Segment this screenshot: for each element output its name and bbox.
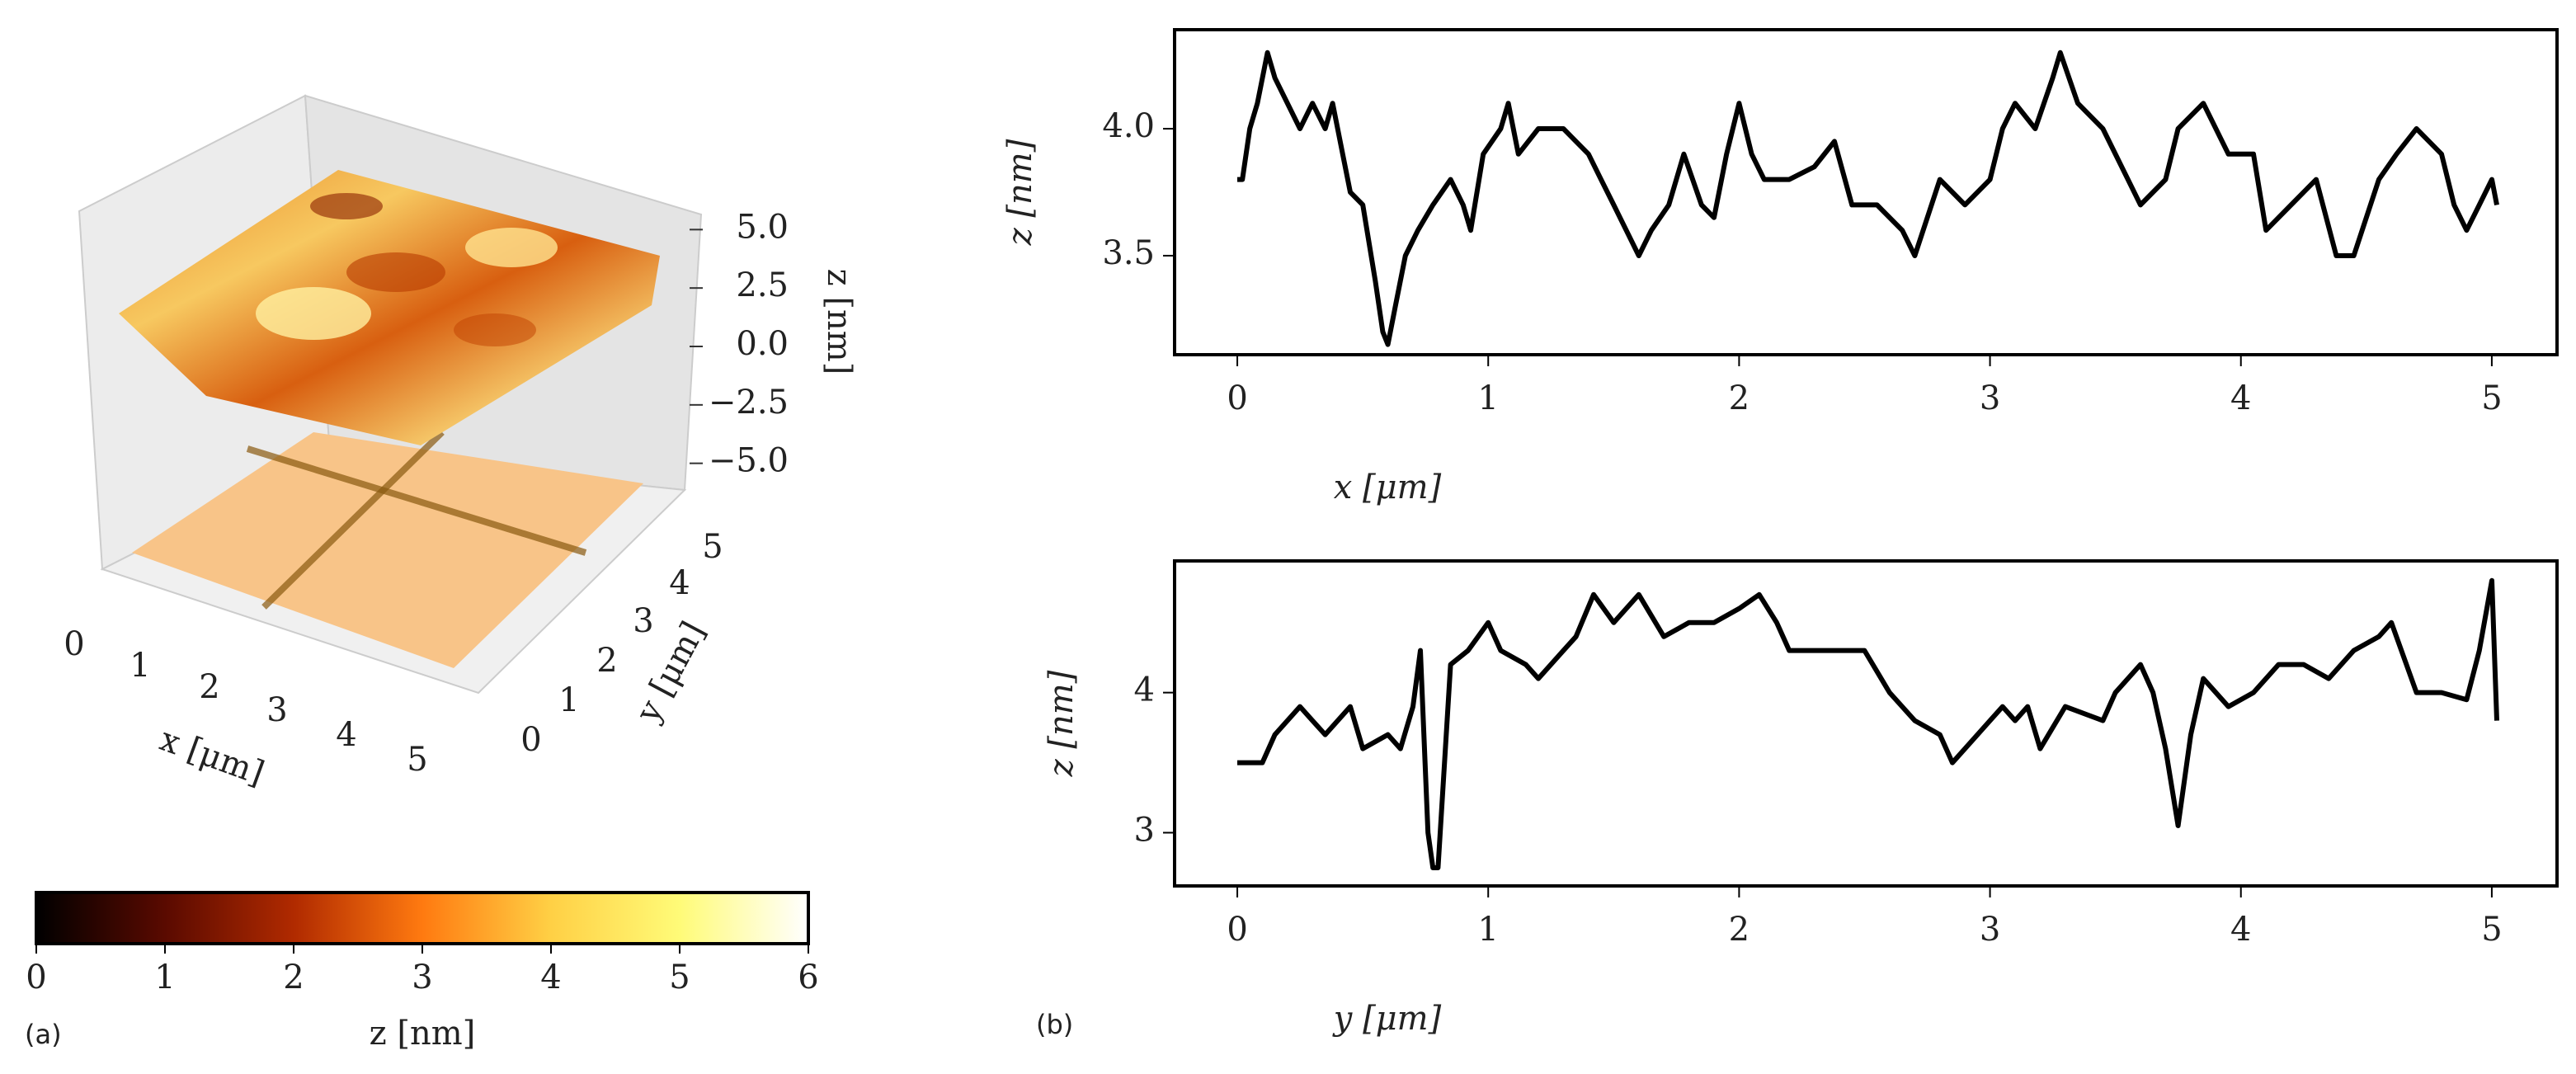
x-axis-label: x [μm] <box>155 720 269 793</box>
z-axis-label: z [nm] <box>820 269 858 375</box>
y-tick-label: 4.0 <box>1102 107 1155 145</box>
plot-frame <box>1173 28 2559 356</box>
surface-patch <box>346 252 445 292</box>
z-tick-label: −5.0 <box>709 442 789 480</box>
x-axis-label: y [μm] <box>1332 1000 1442 1038</box>
surface-patch <box>310 193 383 219</box>
y-tick-label: 4 <box>669 564 690 602</box>
panel-label: (a) <box>25 1019 62 1050</box>
z-tick-label: 0.0 <box>736 325 789 363</box>
x-tick-label: 1 <box>154 959 175 996</box>
y-tick-label: 1 <box>558 681 579 719</box>
x-tick-label: 4 <box>540 959 561 996</box>
x-tick-label: 2 <box>283 959 304 996</box>
y-tick-label: 4 <box>1134 671 1155 709</box>
y-tick-label: 5 <box>702 528 723 566</box>
x-tick-label: 5 <box>407 741 427 779</box>
colorbar <box>35 891 810 945</box>
projection-line <box>246 445 587 556</box>
panel-label: (b) <box>1036 1009 1073 1040</box>
x-tick-label: 3 <box>1980 911 2000 949</box>
x-tick-label: 5 <box>2481 379 2502 417</box>
x-tick-label: 3 <box>412 959 432 996</box>
x-tick-label: 4 <box>2230 379 2251 417</box>
y-tick-label: 3.5 <box>1102 234 1155 272</box>
surface-patch <box>454 313 536 346</box>
x-tick-label: 1 <box>1477 379 1498 417</box>
x-tick-label: 0 <box>1227 911 1247 949</box>
y-axis-label: z [nm] <box>1043 670 1081 777</box>
x-tick-label: 4 <box>2230 911 2251 949</box>
x-axis-label: z [nm] <box>370 1015 476 1053</box>
x-tick-label: 4 <box>336 716 356 754</box>
x-axis-label: x [μm] <box>1334 469 1442 506</box>
axes-3d <box>78 94 703 695</box>
line <box>1237 49 2499 347</box>
x-tick-label: 5 <box>2481 911 2502 949</box>
x-tick-label: 5 <box>669 959 690 996</box>
projection <box>132 432 643 668</box>
surface-patch <box>256 287 371 340</box>
plot-frame <box>1173 559 2559 888</box>
projection-line <box>261 430 445 610</box>
y-axis-label: z [nm] <box>1001 139 1039 246</box>
x-tick-label: 6 <box>798 959 818 996</box>
line <box>1237 577 2499 870</box>
x-tick-label: 1 <box>1477 911 1498 949</box>
x-tick-label: 1 <box>130 647 150 685</box>
x-tick-label: 0 <box>64 625 84 663</box>
x-tick-label: 3 <box>266 691 287 729</box>
y-tick-label: 2 <box>596 642 617 680</box>
y-tick-label: 3 <box>633 602 653 640</box>
x-tick-label: 0 <box>1227 379 1247 417</box>
z-tick-label: −2.5 <box>709 384 789 422</box>
x-tick-label: 2 <box>199 668 219 706</box>
x-tick-label: 2 <box>1729 379 1750 417</box>
x-tick-label: 3 <box>1980 379 2000 417</box>
surface-patch <box>465 228 558 267</box>
x-tick-label: 0 <box>26 959 46 996</box>
y-tick-label: 0 <box>520 721 541 759</box>
y-tick-label: 3 <box>1134 811 1155 849</box>
z-tick-label: 5.0 <box>736 208 789 246</box>
z-tick-label: 2.5 <box>736 266 789 304</box>
x-tick-label: 2 <box>1729 911 1750 949</box>
